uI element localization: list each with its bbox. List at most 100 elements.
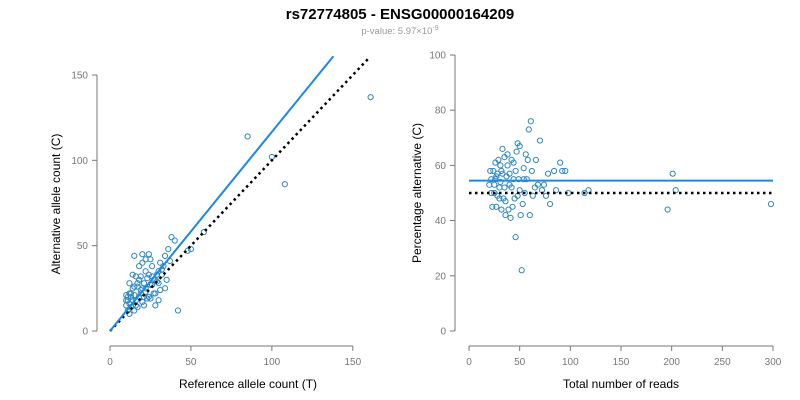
data-point [147, 295, 154, 302]
data-point [157, 286, 164, 294]
data-point [512, 234, 519, 241]
data-point [129, 271, 136, 278]
data-point [521, 189, 528, 197]
data-point [144, 295, 151, 302]
data-point [669, 170, 676, 177]
data-point [281, 181, 288, 188]
x-tick-label: 0 [466, 357, 472, 368]
data-point [498, 167, 505, 175]
data-point [126, 280, 133, 287]
data-point [145, 251, 152, 258]
data-point [492, 176, 499, 183]
chart-subtitle-pvalue: p-value: 5.97×10-9 [0, 25, 800, 37]
data-point [139, 259, 146, 266]
data-point [559, 167, 566, 175]
data-point [522, 151, 529, 158]
data-point [494, 192, 501, 199]
data-point [523, 176, 530, 183]
data-point [142, 256, 149, 263]
data-point [498, 206, 505, 213]
data-point [492, 159, 499, 166]
data-point [134, 280, 141, 287]
data-point [367, 94, 374, 101]
data-point [136, 276, 143, 283]
data-point [493, 173, 500, 180]
data-point [553, 187, 560, 194]
y-tick-label: 20 [435, 271, 447, 282]
data-point [504, 162, 511, 169]
data-point [494, 170, 501, 177]
data-point [508, 184, 515, 191]
x-tick-label: 150 [613, 357, 630, 368]
data-point [145, 271, 152, 278]
x-tick-label: 150 [344, 357, 361, 368]
data-point [528, 167, 535, 175]
y-tick-label: 100 [429, 51, 446, 62]
data-point [155, 297, 162, 304]
data-point [527, 118, 534, 125]
data-point [542, 192, 550, 199]
data-point [502, 211, 509, 219]
x-tick-label: 250 [714, 357, 731, 368]
reference-line-dotted [109, 57, 370, 332]
data-point [150, 290, 157, 297]
data-point [131, 307, 138, 314]
data-point [562, 167, 569, 175]
data-point [132, 273, 139, 280]
data-point [491, 181, 498, 188]
y-axis-label: Percentage alternative (C) [410, 123, 424, 263]
data-point [140, 302, 148, 309]
data-point [529, 192, 536, 199]
data-point [131, 283, 138, 290]
data-point [496, 184, 503, 191]
data-point [540, 181, 548, 188]
data-point [200, 228, 207, 236]
data-point [510, 176, 517, 183]
data-point [148, 263, 156, 270]
y-tick-label: 0 [82, 327, 88, 338]
data-point [502, 198, 509, 205]
data-point [134, 304, 141, 311]
data-point [664, 206, 671, 213]
y-tick-label: 100 [71, 156, 88, 167]
data-point [124, 293, 131, 300]
data-point [145, 293, 152, 300]
data-point [497, 162, 504, 169]
data-point [493, 203, 500, 210]
data-point [524, 156, 531, 163]
data-point [139, 251, 146, 258]
y-tick-label: 50 [77, 241, 89, 252]
y-tick-label: 80 [435, 106, 447, 117]
x-tick-label: 50 [185, 357, 197, 368]
scatter-plot-right: 0 50 100 150 200 250 300 0 20 40 60 80 100 Total numb… [410, 51, 782, 392]
chart-title: rs72774805 - ENSG00000164209 [285, 6, 515, 23]
data-point [516, 187, 523, 194]
data-point [157, 259, 164, 266]
data-point [517, 211, 524, 219]
data-point [520, 176, 527, 183]
data-point [168, 234, 175, 241]
data-point [505, 206, 512, 213]
data-point [501, 184, 508, 191]
data-point [585, 187, 592, 194]
data-point [486, 181, 493, 188]
data-point [489, 203, 496, 210]
data-point [544, 170, 552, 177]
data-point [140, 280, 148, 287]
data-point [516, 142, 523, 150]
data-point [519, 200, 526, 208]
data-point [244, 133, 251, 140]
data-point [142, 268, 149, 275]
data-point [512, 167, 519, 175]
data-point [581, 189, 588, 197]
data-point [152, 302, 159, 309]
x-tick-label: 0 [107, 357, 113, 368]
x-tick-label: 300 [765, 357, 782, 368]
pvalue-exponent: -9 [432, 25, 439, 32]
scatter-plot-left: 0 50 100 150 0 50 100 150 Reference allele count… [49, 55, 374, 391]
data-point [507, 214, 514, 221]
data-point [767, 200, 775, 208]
data-point [487, 167, 494, 175]
data-point [532, 156, 539, 163]
